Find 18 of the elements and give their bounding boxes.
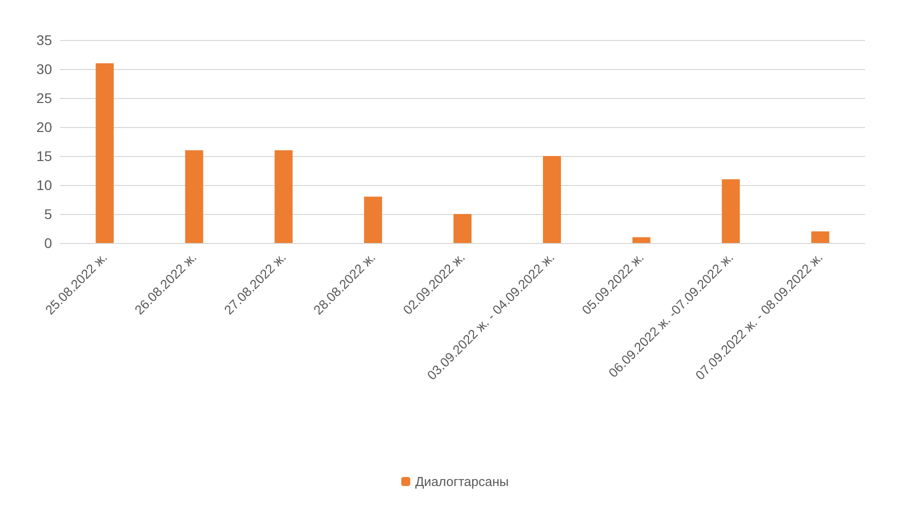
y-tick-label: 5	[44, 206, 52, 222]
bar	[364, 196, 382, 243]
bar	[542, 156, 561, 243]
bar	[96, 63, 114, 243]
bar	[811, 231, 830, 243]
bar	[454, 214, 472, 243]
legend-label: Диалогтарсаны	[415, 474, 509, 489]
bar	[185, 150, 204, 243]
bar	[274, 150, 293, 243]
y-tick-label: 15	[36, 148, 52, 164]
y-tick-label: 10	[36, 177, 52, 193]
bar	[632, 237, 650, 243]
y-tick-label: 30	[36, 61, 52, 77]
y-tick-label: 0	[44, 235, 52, 251]
y-tick-label: 25	[36, 90, 52, 106]
bar	[722, 179, 740, 243]
y-tick-label: 20	[36, 119, 52, 135]
y-tick-label: 35	[36, 32, 52, 48]
